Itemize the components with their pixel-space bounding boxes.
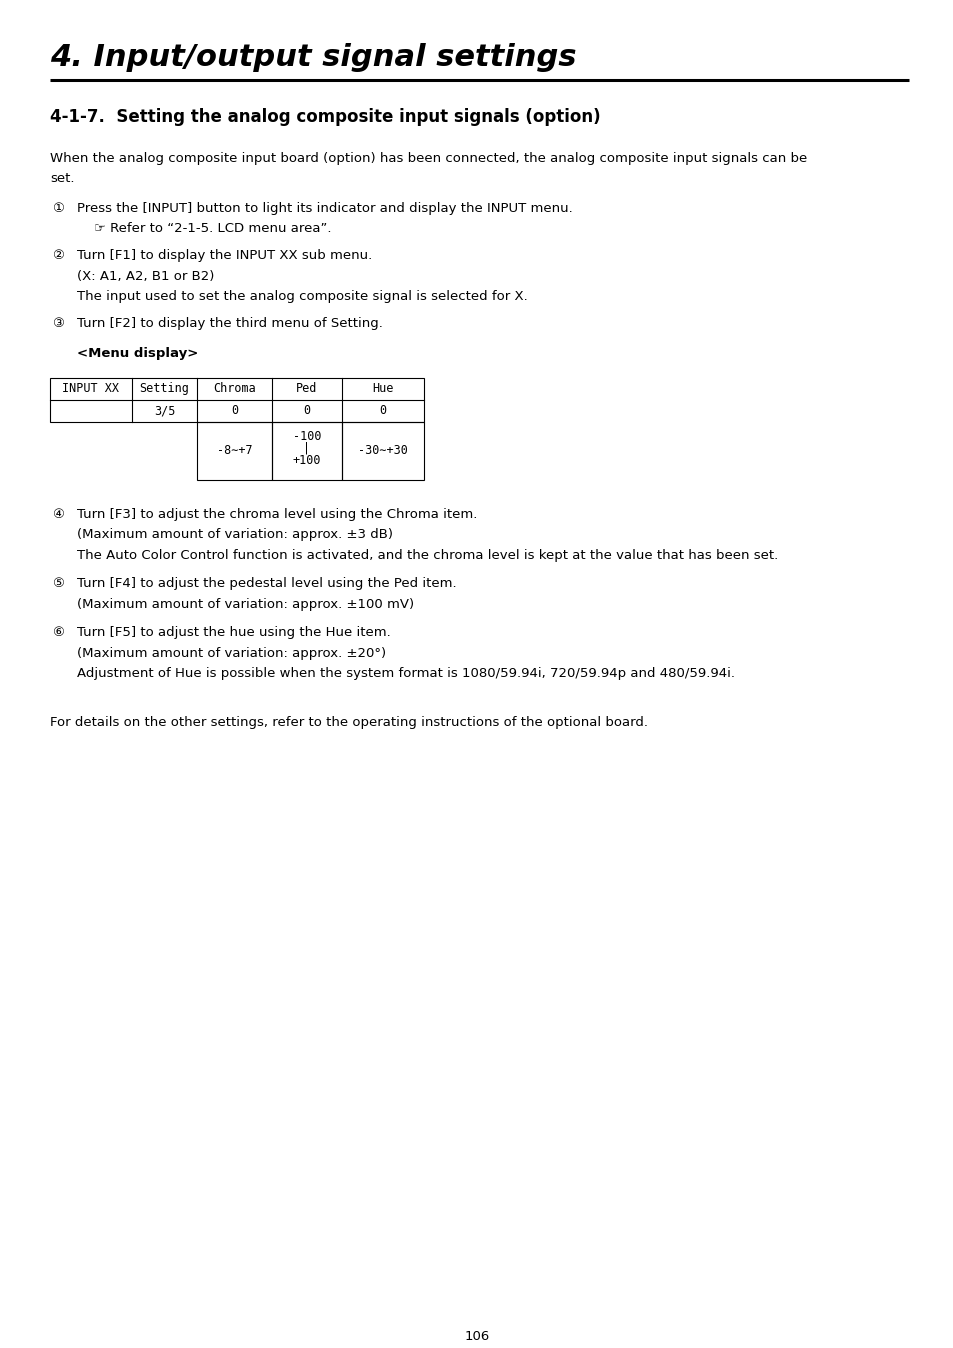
Bar bbox=[50, 377, 423, 422]
Text: Hue: Hue bbox=[372, 381, 394, 395]
Bar bbox=[272, 422, 341, 480]
Text: (X: A1, A2, B1 or B2): (X: A1, A2, B1 or B2) bbox=[77, 270, 214, 283]
Text: +100: +100 bbox=[293, 454, 321, 468]
Bar bbox=[196, 422, 272, 480]
Text: (Maximum amount of variation: approx. ±3 dB): (Maximum amount of variation: approx. ±3… bbox=[77, 528, 393, 541]
Text: set.: set. bbox=[50, 173, 74, 186]
Text: -30∼+30: -30∼+30 bbox=[357, 443, 408, 457]
Text: (Maximum amount of variation: approx. ±20°): (Maximum amount of variation: approx. ±2… bbox=[77, 647, 386, 659]
Text: 0: 0 bbox=[379, 404, 386, 417]
Text: When the analog composite input board (option) has been connected, the analog co: When the analog composite input board (o… bbox=[50, 152, 806, 164]
Text: Press the [INPUT] button to light its indicator and display the INPUT menu.: Press the [INPUT] button to light its in… bbox=[77, 202, 572, 214]
Text: 4. Input/output signal settings: 4. Input/output signal settings bbox=[50, 43, 576, 71]
Text: The Auto Color Control function is activated, and the chroma level is kept at th: The Auto Color Control function is activ… bbox=[77, 549, 778, 562]
Text: For details on the other settings, refer to the operating instructions of the op: For details on the other settings, refer… bbox=[50, 716, 647, 728]
Text: Turn [F3] to adjust the chroma level using the Chroma item.: Turn [F3] to adjust the chroma level usi… bbox=[77, 507, 476, 520]
Text: Turn [F5] to adjust the hue using the Hue item.: Turn [F5] to adjust the hue using the Hu… bbox=[77, 625, 391, 639]
Text: 4-1-7.  Setting the analog composite input signals (option): 4-1-7. Setting the analog composite inpu… bbox=[50, 108, 600, 125]
Text: Ped: Ped bbox=[296, 381, 317, 395]
Text: -100: -100 bbox=[293, 430, 321, 442]
Text: (Maximum amount of variation: approx. ±100 mV): (Maximum amount of variation: approx. ±1… bbox=[77, 597, 414, 611]
Text: 3/5: 3/5 bbox=[153, 404, 175, 417]
Text: Turn [F1] to display the INPUT XX sub menu.: Turn [F1] to display the INPUT XX sub me… bbox=[77, 249, 372, 262]
Text: Adjustment of Hue is possible when the system format is 1080/59.94i, 720/59.94p : Adjustment of Hue is possible when the s… bbox=[77, 667, 734, 679]
Text: -8∼+7: -8∼+7 bbox=[216, 443, 252, 457]
Text: ②: ② bbox=[52, 249, 64, 262]
Text: The input used to set the analog composite signal is selected for X.: The input used to set the analog composi… bbox=[77, 290, 527, 303]
Text: 0: 0 bbox=[231, 404, 238, 417]
Text: Turn [F2] to display the third menu of Setting.: Turn [F2] to display the third menu of S… bbox=[77, 317, 382, 329]
Text: Turn [F4] to adjust the pedestal level using the Ped item.: Turn [F4] to adjust the pedestal level u… bbox=[77, 577, 456, 590]
Text: ①: ① bbox=[52, 202, 64, 214]
Text: |: | bbox=[303, 442, 311, 454]
Text: ④: ④ bbox=[52, 507, 64, 520]
Text: Setting: Setting bbox=[139, 381, 190, 395]
Text: Chroma: Chroma bbox=[213, 381, 255, 395]
Text: ⑤: ⑤ bbox=[52, 577, 64, 590]
Text: ③: ③ bbox=[52, 317, 64, 329]
Text: INPUT XX: INPUT XX bbox=[63, 381, 119, 395]
Text: ☞ Refer to “2-1-5. LCD menu area”.: ☞ Refer to “2-1-5. LCD menu area”. bbox=[94, 222, 331, 236]
Text: 106: 106 bbox=[464, 1330, 489, 1343]
Text: <Menu display>: <Menu display> bbox=[77, 346, 198, 360]
Text: ⑥: ⑥ bbox=[52, 625, 64, 639]
Text: 0: 0 bbox=[303, 404, 311, 417]
Bar bbox=[341, 422, 423, 480]
